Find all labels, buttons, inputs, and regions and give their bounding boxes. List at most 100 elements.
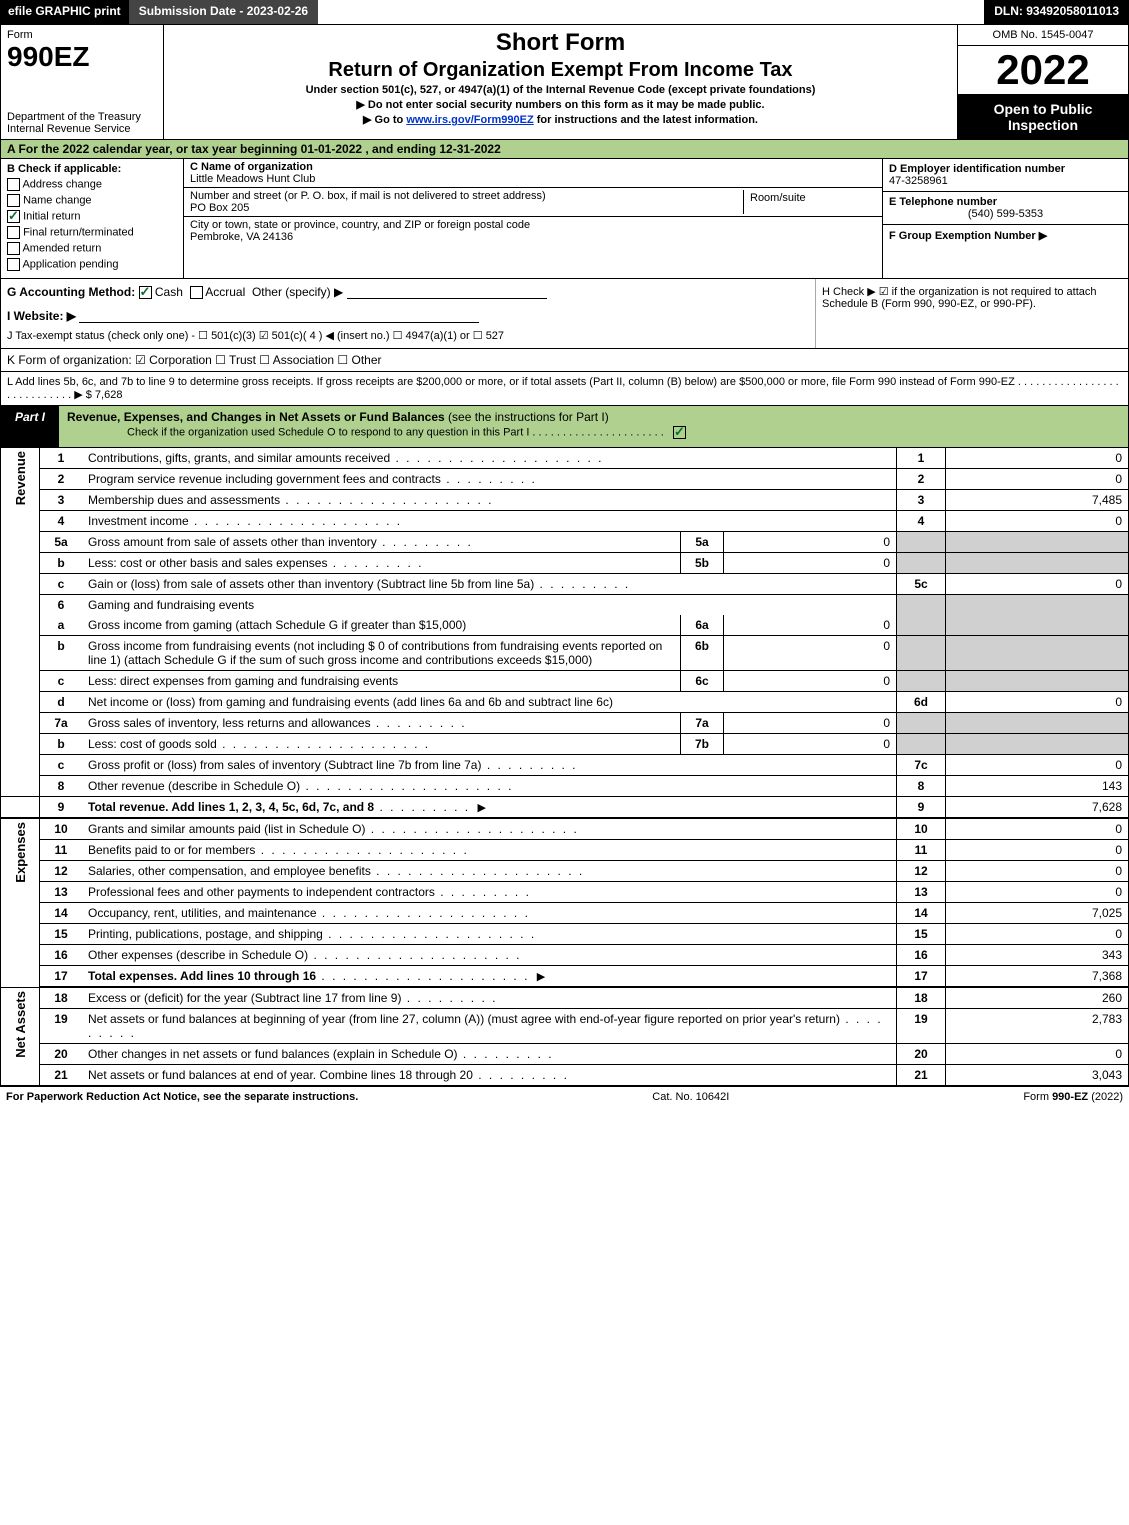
city-box: City or town, state or province, country…: [184, 217, 882, 245]
table-row: c Gross profit or (loss) from sales of i…: [1, 755, 1129, 776]
checkbox-icon: [7, 258, 20, 271]
table-row: 6 Gaming and fundraising events: [1, 595, 1129, 616]
part-title: Revenue, Expenses, and Changes in Net As…: [59, 406, 1128, 447]
tel-label: E Telephone number: [889, 196, 997, 208]
table-row: 4 Investment income 4 0: [1, 511, 1129, 532]
public-inspection: Open to Public Inspection: [958, 95, 1128, 139]
paperwork-notice: For Paperwork Reduction Act Notice, see …: [6, 1091, 358, 1103]
section-d: D Employer identification number 47-3258…: [883, 159, 1128, 278]
tax-year: 2022: [958, 46, 1128, 95]
omb-number: OMB No. 1545-0047: [958, 25, 1128, 46]
city-value: Pembroke, VA 24136: [190, 231, 293, 243]
revenue-label: Revenue: [1, 448, 40, 797]
part-i-table: Revenue 1 Contributions, gifts, grants, …: [0, 448, 1129, 1086]
addr-box: Number and street (or P. O. box, if mail…: [190, 190, 743, 214]
table-row: 7a Gross sales of inventory, less return…: [1, 713, 1129, 734]
submission-date: Submission Date - 2023-02-26: [129, 0, 318, 24]
form-ref: Form 990-EZ (2022): [1023, 1091, 1123, 1103]
room-box: Room/suite: [743, 190, 876, 214]
table-row: 8 Other revenue (describe in Schedule O)…: [1, 776, 1129, 797]
addr-value: PO Box 205: [190, 202, 249, 214]
table-row: b Less: cost or other basis and sales ex…: [1, 553, 1129, 574]
ein-label: D Employer identification number: [889, 163, 1065, 175]
expenses-label: Expenses: [1, 818, 40, 987]
spacer: [318, 0, 984, 24]
check-name-change[interactable]: Name change: [7, 194, 177, 207]
city-label: City or town, state or province, country…: [190, 219, 530, 231]
checkbox-icon[interactable]: [139, 286, 152, 299]
org-name: Little Meadows Hunt Club: [190, 173, 315, 185]
short-form-title: Short Form: [168, 29, 953, 57]
efile-label[interactable]: efile GRAPHIC print: [0, 0, 129, 24]
check-application-pending[interactable]: Application pending: [7, 258, 177, 271]
table-row: Revenue 1 Contributions, gifts, grants, …: [1, 448, 1129, 469]
table-row: c Less: direct expenses from gaming and …: [1, 671, 1129, 692]
group-label: F Group Exemption Number ▶: [889, 230, 1047, 242]
checkbox-icon: [7, 226, 20, 239]
form-number: 990EZ: [7, 41, 157, 73]
table-row: 17 Total expenses. Add lines 10 through …: [1, 966, 1129, 988]
b-label: B Check if applicable:: [7, 163, 177, 175]
website-row: I Website: ▶: [7, 309, 809, 323]
under-section: Under section 501(c), 527, or 4947(a)(1)…: [168, 84, 953, 96]
check-address-change[interactable]: Address change: [7, 178, 177, 191]
ein-box: D Employer identification number 47-3258…: [883, 159, 1128, 192]
table-row: Expenses 10 Grants and similar amounts p…: [1, 818, 1129, 840]
line-desc: Contributions, gifts, grants, and simila…: [82, 448, 897, 469]
table-row: b Less: cost of goods sold 7b 0: [1, 734, 1129, 755]
dept-treasury: Department of the Treasury Internal Reve…: [7, 111, 157, 135]
part-label: Part I: [1, 406, 59, 447]
table-row: a Gross income from gaming (attach Sched…: [1, 615, 1129, 636]
addr-row: Number and street (or P. O. box, if mail…: [184, 188, 882, 217]
page-footer: For Paperwork Reduction Act Notice, see …: [0, 1086, 1129, 1107]
c-name-label: C Name of organization: [190, 161, 313, 173]
tax-status: J Tax-exempt status (check only one) - ☐…: [7, 329, 809, 342]
part-i-header: Part I Revenue, Expenses, and Changes in…: [0, 406, 1129, 448]
table-row: c Gain or (loss) from sale of assets oth…: [1, 574, 1129, 595]
table-row: 2 Program service revenue including gove…: [1, 469, 1129, 490]
row-a-dates: A For the 2022 calendar year, or tax yea…: [0, 140, 1129, 159]
info-grid: B Check if applicable: Address change Na…: [0, 159, 1129, 279]
header-left: Form 990EZ Department of the Treasury In…: [1, 25, 164, 139]
table-row: 3 Membership dues and assessments 3 7,48…: [1, 490, 1129, 511]
net-assets-label: Net Assets: [1, 987, 40, 1086]
goto-link[interactable]: ▶ Go to www.irs.gov/Form990EZ for instru…: [168, 113, 953, 126]
checkbox-icon[interactable]: [673, 426, 686, 439]
line-val: 0: [946, 448, 1129, 469]
table-row: 16 Other expenses (describe in Schedule …: [1, 945, 1129, 966]
section-h: H Check ▶ ☑ if the organization is not r…: [815, 279, 1128, 348]
table-row: 12 Salaries, other compensation, and emp…: [1, 861, 1129, 882]
no-ssn-note: ▶ Do not enter social security numbers o…: [168, 98, 953, 111]
header-right: OMB No. 1545-0047 2022 Open to Public In…: [958, 25, 1128, 139]
check-final-return[interactable]: Final return/terminated: [7, 226, 177, 239]
schedule-o-check: Check if the organization used Schedule …: [67, 424, 1120, 443]
table-row: b Gross income from fundraising events (…: [1, 636, 1129, 671]
section-c: C Name of organization Little Meadows Hu…: [184, 159, 883, 278]
table-row: 13 Professional fees and other payments …: [1, 882, 1129, 903]
return-title: Return of Organization Exempt From Incom…: [168, 59, 953, 82]
table-row: 11 Benefits paid to or for members 11 0: [1, 840, 1129, 861]
g-left: G Accounting Method: Cash Accrual Other …: [1, 279, 815, 348]
form-header: Form 990EZ Department of the Treasury In…: [0, 24, 1129, 140]
row-l: L Add lines 5b, 6c, and 7b to line 9 to …: [0, 372, 1129, 406]
group-box: F Group Exemption Number ▶: [883, 225, 1128, 246]
table-row: 9 Total revenue. Add lines 1, 2, 3, 4, 5…: [1, 797, 1129, 819]
checkbox-icon[interactable]: [190, 286, 203, 299]
irs-url[interactable]: www.irs.gov/Form990EZ: [406, 114, 533, 126]
tel-value: (540) 599-5353: [889, 208, 1122, 220]
table-row: 14 Occupancy, rent, utilities, and maint…: [1, 903, 1129, 924]
top-bar: efile GRAPHIC print Submission Date - 20…: [0, 0, 1129, 24]
row-k: K Form of organization: ☑ Corporation ☐ …: [0, 349, 1129, 372]
table-row: 5a Gross amount from sale of assets othe…: [1, 532, 1129, 553]
table-row: d Net income or (loss) from gaming and f…: [1, 692, 1129, 713]
org-name-box: C Name of organization Little Meadows Hu…: [184, 159, 882, 188]
form-label: Form: [7, 29, 157, 41]
table-row: 20 Other changes in net assets or fund b…: [1, 1044, 1129, 1065]
check-initial-return[interactable]: Initial return: [7, 210, 177, 223]
check-amended-return[interactable]: Amended return: [7, 242, 177, 255]
table-row: 15 Printing, publications, postage, and …: [1, 924, 1129, 945]
addr-label: Number and street (or P. O. box, if mail…: [190, 190, 546, 202]
header-center: Short Form Return of Organization Exempt…: [164, 25, 958, 139]
table-row: 21 Net assets or fund balances at end of…: [1, 1065, 1129, 1086]
accounting-method: G Accounting Method: Cash Accrual Other …: [7, 285, 809, 299]
